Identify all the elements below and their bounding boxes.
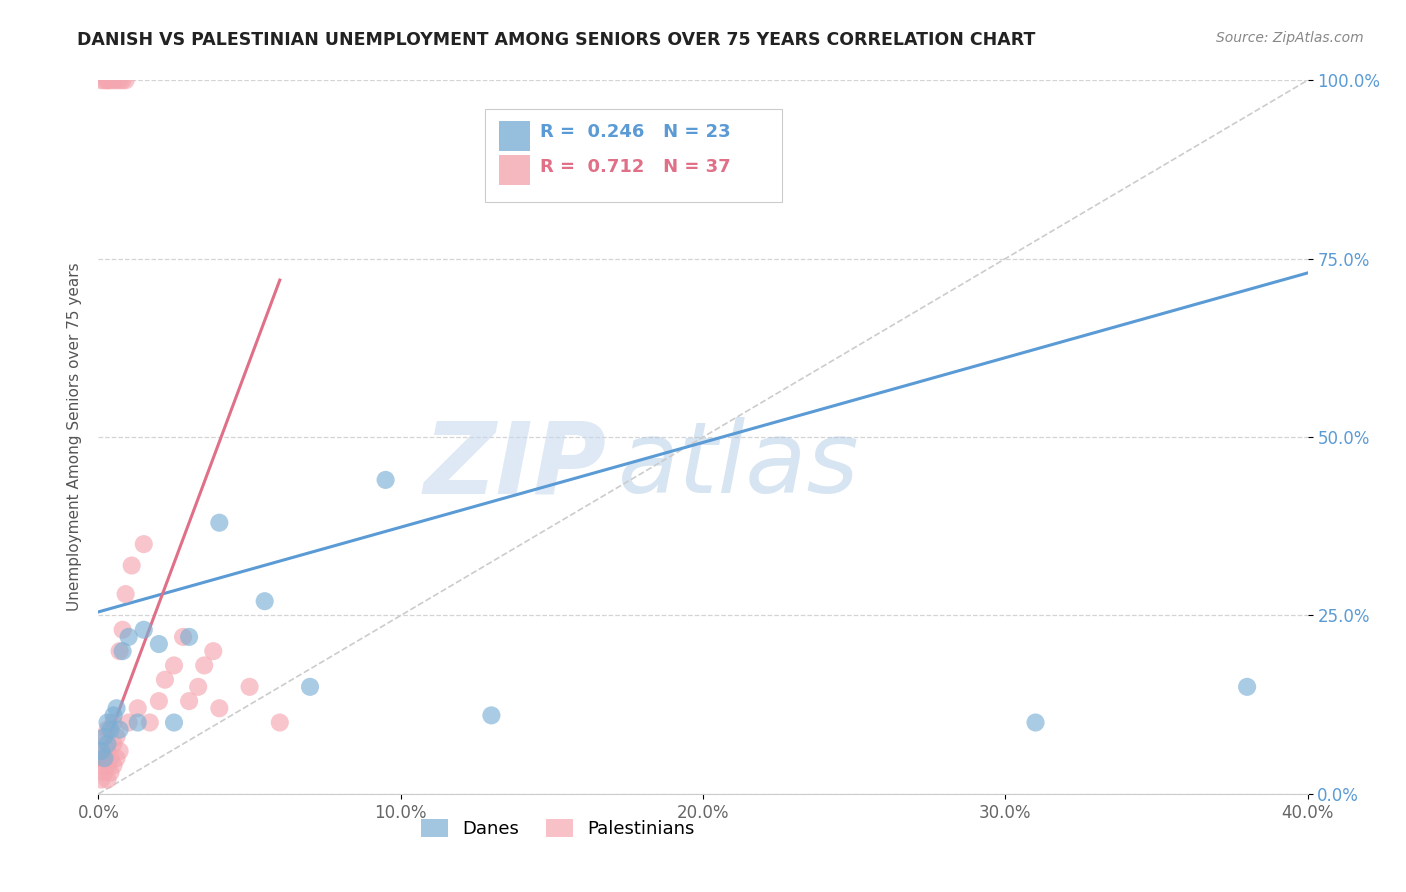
Point [193,658,215,673]
Point [90,772,112,787]
Point [299,680,322,694]
Point [187,680,209,694]
Point [179,694,201,708]
Point [239,680,262,694]
Point [90,744,112,758]
Point [127,701,149,715]
Point [208,516,231,530]
Point [100,723,122,737]
Point [121,558,143,573]
FancyBboxPatch shape [499,121,530,151]
Point [105,73,128,87]
Point [96,772,118,787]
Point [108,73,131,87]
Point [108,644,131,658]
Point [93,730,115,744]
Y-axis label: Unemployment Among Seniors over 75 years: Unemployment Among Seniors over 75 years [66,263,82,611]
Point [96,73,118,87]
Point [96,744,118,758]
Point [108,744,131,758]
Point [90,758,112,772]
Point [100,751,122,765]
Point [163,658,186,673]
Point [96,737,118,751]
Point [103,715,125,730]
Point [148,694,170,708]
Legend: Danes, Palestinians: Danes, Palestinians [413,812,703,846]
Point [118,715,141,730]
Point [269,715,291,730]
Point [90,73,112,87]
Point [103,737,125,751]
Point [132,623,155,637]
Point [96,73,118,87]
Point [1236,680,1258,694]
Point [111,644,134,658]
Point [111,623,134,637]
Point [93,751,115,765]
Point [153,673,176,687]
Text: ZIP: ZIP [423,417,606,514]
Text: R =  0.712   N = 37: R = 0.712 N = 37 [540,158,730,176]
Point [93,730,115,744]
Point [93,73,115,87]
Text: R =  0.246   N = 23: R = 0.246 N = 23 [540,123,730,141]
Point [208,701,231,715]
Point [103,73,125,87]
Point [202,644,225,658]
Point [111,73,134,87]
Point [172,630,194,644]
Point [114,73,136,87]
FancyBboxPatch shape [499,155,530,186]
Point [96,715,118,730]
Point [179,630,201,644]
Text: atlas: atlas [619,417,860,514]
Point [105,751,128,765]
Point [139,715,162,730]
Point [93,765,115,780]
Point [148,637,170,651]
Point [100,73,122,87]
Point [163,715,186,730]
FancyBboxPatch shape [485,109,782,202]
Point [96,758,118,772]
Point [127,715,149,730]
Text: DANISH VS PALESTINIAN UNEMPLOYMENT AMONG SENIORS OVER 75 YEARS CORRELATION CHART: DANISH VS PALESTINIAN UNEMPLOYMENT AMONG… [77,31,1036,49]
Point [96,723,118,737]
Text: Source: ZipAtlas.com: Source: ZipAtlas.com [1216,31,1364,45]
Point [374,473,396,487]
Point [114,587,136,601]
Point [481,708,503,723]
Point [105,701,128,715]
Point [103,758,125,772]
Point [100,765,122,780]
Point [253,594,276,608]
Point [1024,715,1046,730]
Point [103,708,125,723]
Point [132,537,155,551]
Point [105,730,128,744]
Point [93,751,115,765]
Point [118,630,141,644]
Point [108,723,131,737]
Point [90,744,112,758]
